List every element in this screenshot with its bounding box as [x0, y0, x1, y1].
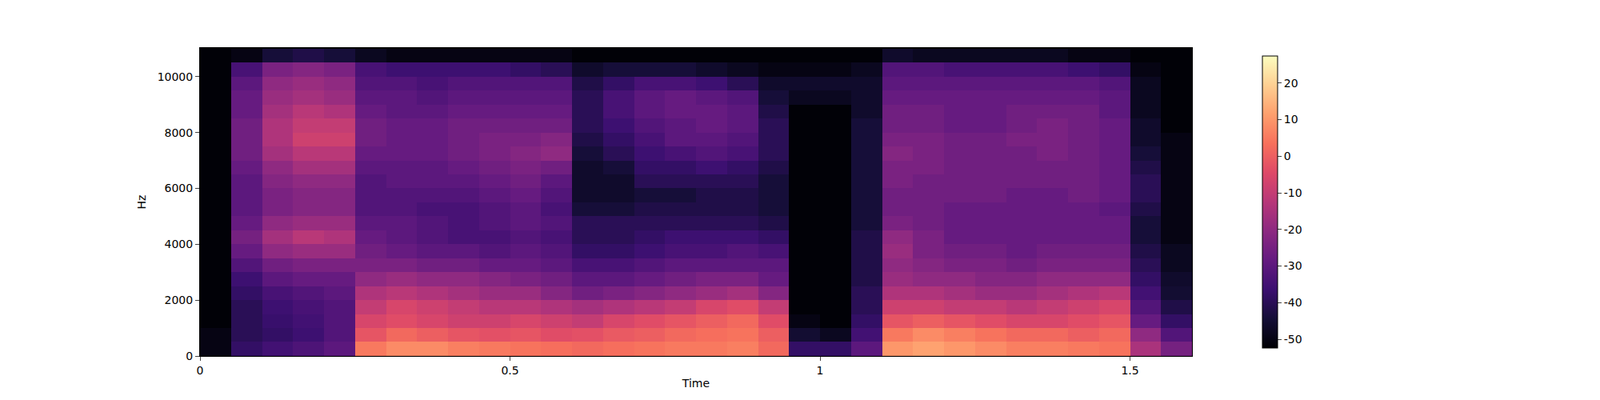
svg-text:-50: -50: [1284, 332, 1303, 346]
svg-text:20: 20: [1284, 76, 1299, 90]
svg-text:0: 0: [196, 364, 204, 377]
svg-text:Time: Time: [681, 376, 710, 390]
svg-text:-10: -10: [1284, 186, 1303, 200]
svg-text:-40: -40: [1284, 296, 1303, 309]
svg-text:1: 1: [816, 364, 824, 377]
svg-text:10: 10: [1284, 112, 1299, 126]
svg-text:1.5: 1.5: [1120, 364, 1139, 377]
svg-text:0.5: 0.5: [500, 364, 519, 377]
svg-text:-20: -20: [1284, 223, 1303, 236]
svg-text:Hz: Hz: [135, 195, 148, 210]
svg-text:4000: 4000: [164, 237, 194, 251]
svg-text:6000: 6000: [164, 181, 194, 195]
svg-text:2000: 2000: [164, 293, 194, 307]
svg-text:-30: -30: [1284, 259, 1303, 272]
svg-text:8000: 8000: [164, 126, 194, 140]
svg-text:0: 0: [185, 349, 193, 363]
svg-text:10000: 10000: [157, 70, 194, 84]
svg-text:0: 0: [1284, 149, 1292, 163]
